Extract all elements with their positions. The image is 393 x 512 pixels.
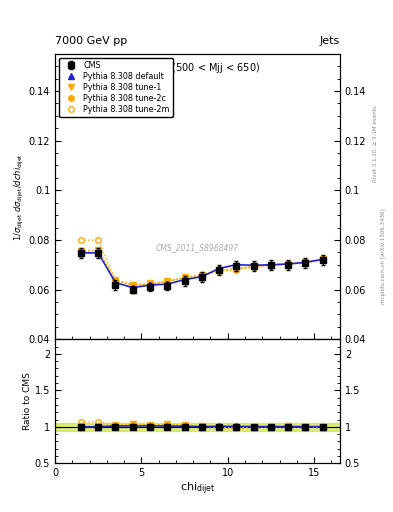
Pythia 8.308 tune-2c: [148, 281, 152, 287]
Text: mcplots.cern.ch [arXiv:1306.3436]: mcplots.cern.ch [arXiv:1306.3436]: [381, 208, 386, 304]
Pythia 8.308 tune-2m: [303, 260, 308, 266]
Pythia 8.308 tune-2m: [165, 279, 170, 285]
Pythia 8.308 tune-2m: [320, 257, 325, 263]
Text: $\chi$ (jets) (500 < Mjj < 650): $\chi$ (jets) (500 < Mjj < 650): [134, 61, 261, 75]
Pythia 8.308 tune-1: [268, 262, 273, 268]
Pythia 8.308 tune-2c: [96, 247, 101, 253]
Pythia 8.308 tune-2m: [79, 237, 83, 243]
Pythia 8.308 default: [320, 256, 325, 262]
Pythia 8.308 tune-2c: [268, 262, 273, 268]
Pythia 8.308 tune-1: [217, 267, 221, 273]
Bar: [55, 423, 340, 431]
Pythia 8.308 tune-2m: [217, 268, 221, 274]
Pythia 8.308 tune-2m: [199, 272, 204, 279]
Text: Jets: Jets: [320, 36, 340, 46]
Pythia 8.308 default: [199, 273, 204, 280]
Pythia 8.308 tune-2m: [113, 277, 118, 283]
Pythia 8.308 tune-1: [165, 278, 170, 284]
Pythia 8.308 tune-2c: [320, 257, 325, 263]
Pythia 8.308 tune-2m: [286, 261, 290, 267]
X-axis label: chi$_{\rm dijet}$: chi$_{\rm dijet}$: [180, 481, 215, 497]
Pythia 8.308 tune-2c: [251, 264, 256, 270]
Pythia 8.308 tune-1: [96, 247, 101, 253]
Pythia 8.308 tune-1: [113, 277, 118, 283]
Pythia 8.308 tune-2m: [182, 275, 187, 281]
Pythia 8.308 tune-2m: [148, 281, 152, 287]
Y-axis label: Ratio to CMS: Ratio to CMS: [23, 372, 32, 430]
Pythia 8.308 tune-2c: [286, 261, 290, 267]
Line: Pythia 8.308 tune-1: Pythia 8.308 tune-1: [78, 247, 325, 287]
Y-axis label: $1/\sigma_{\rm dijet}$ $d\sigma_{\rm dijet}/dchi_{\rm dijet}$: $1/\sigma_{\rm dijet}$ $d\sigma_{\rm dij…: [13, 153, 26, 241]
Pythia 8.308 tune-2m: [130, 282, 135, 288]
Legend: CMS, Pythia 8.308 default, Pythia 8.308 tune-1, Pythia 8.308 tune-2c, Pythia 8.3: CMS, Pythia 8.308 default, Pythia 8.308 …: [59, 58, 173, 117]
Pythia 8.308 tune-2c: [113, 278, 118, 284]
Pythia 8.308 default: [130, 285, 135, 291]
Pythia 8.308 tune-1: [234, 265, 239, 271]
Pythia 8.308 default: [113, 280, 118, 286]
Pythia 8.308 tune-1: [320, 256, 325, 262]
Pythia 8.308 default: [96, 250, 101, 256]
Pythia 8.308 tune-1: [130, 282, 135, 288]
Pythia 8.308 tune-2c: [130, 282, 135, 288]
Pythia 8.308 default: [286, 261, 290, 267]
Pythia 8.308 tune-1: [286, 261, 290, 267]
Pythia 8.308 tune-2m: [268, 263, 273, 269]
Pythia 8.308 tune-2c: [217, 268, 221, 274]
Pythia 8.308 default: [234, 262, 239, 268]
Pythia 8.308 tune-2c: [182, 274, 187, 281]
Pythia 8.308 tune-2m: [234, 267, 239, 273]
Pythia 8.308 default: [165, 281, 170, 287]
Pythia 8.308 tune-1: [79, 248, 83, 254]
Pythia 8.308 default: [268, 262, 273, 268]
Pythia 8.308 default: [79, 250, 83, 256]
Pythia 8.308 default: [251, 262, 256, 268]
Pythia 8.308 tune-2c: [303, 260, 308, 266]
Text: 7000 GeV pp: 7000 GeV pp: [55, 36, 127, 46]
Pythia 8.308 tune-2c: [79, 249, 83, 255]
Pythia 8.308 tune-2m: [96, 238, 101, 244]
Pythia 8.308 default: [182, 276, 187, 283]
Line: Pythia 8.308 tune-2m: Pythia 8.308 tune-2m: [78, 237, 325, 288]
Pythia 8.308 tune-2c: [165, 279, 170, 285]
Pythia 8.308 default: [148, 282, 152, 288]
Line: Pythia 8.308 tune-2c: Pythia 8.308 tune-2c: [78, 248, 325, 288]
Pythia 8.308 default: [217, 265, 221, 271]
Text: CMS_2011_S8968497: CMS_2011_S8968497: [156, 243, 239, 252]
Pythia 8.308 tune-1: [182, 274, 187, 280]
Pythia 8.308 tune-1: [199, 272, 204, 278]
Pythia 8.308 tune-2c: [234, 266, 239, 272]
Pythia 8.308 tune-1: [303, 259, 308, 265]
Line: Pythia 8.308 default: Pythia 8.308 default: [78, 250, 325, 290]
Pythia 8.308 tune-2m: [251, 264, 256, 270]
Pythia 8.308 default: [303, 259, 308, 265]
Pythia 8.308 tune-1: [148, 280, 152, 286]
Text: Rivet 3.1.10, ≥ 3.1M events: Rivet 3.1.10, ≥ 3.1M events: [373, 105, 378, 182]
Pythia 8.308 tune-2c: [199, 272, 204, 278]
Pythia 8.308 tune-1: [251, 263, 256, 269]
